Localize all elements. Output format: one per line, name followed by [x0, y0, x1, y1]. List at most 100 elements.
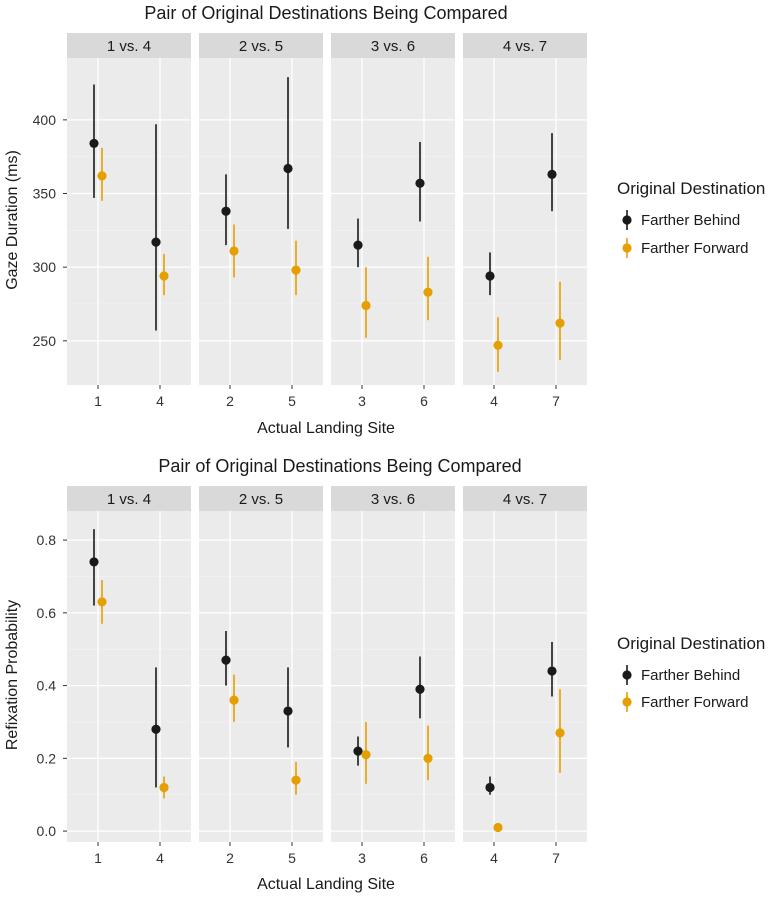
top-point-behind	[547, 169, 557, 179]
top-x-tick-label: 1	[94, 393, 102, 409]
top-panel-background	[199, 58, 323, 385]
top-point-behind	[221, 206, 231, 216]
top-point-forward	[291, 265, 301, 275]
top-point-behind	[151, 237, 161, 247]
top-facet-4: 4 vs. 7 4 7	[463, 33, 587, 409]
bottom-legend-key-point-forward	[622, 697, 632, 707]
bottom-facet-strip-label: 4 vs. 7	[503, 491, 547, 508]
top-x-tick-label: 7	[552, 393, 560, 409]
top-point-behind	[415, 178, 425, 188]
top-facet-strip	[331, 33, 455, 58]
bottom-y-tick-label: 0.4	[37, 678, 57, 694]
top-x-tick-label: 4	[490, 393, 498, 409]
bottom-x-tick-label: 4	[156, 850, 164, 866]
top-point-forward	[229, 246, 239, 256]
top-legend-title: Original Destination	[617, 179, 765, 198]
top-point-forward	[493, 340, 503, 350]
top-point-forward	[361, 300, 371, 311]
bottom-point-behind	[485, 782, 495, 793]
bottom-facet-3: 3 vs. 6 3 6	[331, 486, 455, 866]
top-y-tick-label: 250	[33, 333, 57, 349]
bottom-legend-key-point-behind	[622, 670, 632, 680]
top-x-tick-label: 2	[226, 393, 234, 409]
bottom-x-tick-label: 3	[358, 850, 366, 866]
bottom-x-tick-label: 7	[552, 850, 560, 866]
bottom-point-forward	[423, 753, 433, 763]
bottom-panel-background	[199, 511, 323, 842]
top-facet-strip-label: 2 vs. 5	[239, 38, 283, 55]
top-facet-strip-label: 4 vs. 7	[503, 38, 547, 55]
bottom-facet-strip	[199, 486, 323, 511]
top-point-behind	[283, 163, 293, 174]
bottom-y-tick-label: 0.0	[37, 823, 57, 839]
top-panel-background	[331, 58, 455, 385]
bottom-x-axis-title: Actual Landing Site	[257, 876, 395, 893]
top-facet-3: 3 vs. 6 3 6	[331, 33, 455, 409]
bottom-panel-background	[67, 511, 191, 842]
bottom-chart-title: Pair of Original Destinations Being Comp…	[158, 456, 521, 476]
top-facet-strip	[67, 33, 191, 58]
top-point-forward	[423, 287, 433, 297]
bottom-panel-background	[463, 511, 587, 842]
bottom-x-tick-label: 6	[420, 850, 428, 866]
bottom-y-axis-title: Refixation Probability	[4, 600, 21, 750]
bottom-point-behind	[221, 655, 231, 665]
top-facet-strip	[463, 33, 587, 58]
bottom-facet-strip-label: 3 vs. 6	[371, 491, 415, 508]
bottom-y-tick-label: 0.2	[37, 750, 57, 766]
top-facet-strip	[199, 33, 323, 58]
bottom-x-tick-label: 5	[288, 850, 296, 866]
bottom-facet-2: 2 vs. 5 2 5	[199, 486, 323, 866]
top-point-behind	[353, 240, 363, 250]
bottom-point-behind	[353, 746, 363, 756]
bottom-legend-label-behind: Farther Behind	[641, 667, 740, 684]
bottom-facet-strip-label: 1 vs. 4	[107, 491, 151, 508]
top-legend-key-point-behind	[622, 215, 632, 225]
bottom-point-forward	[555, 728, 565, 738]
top-x-tick-label: 3	[358, 393, 366, 409]
bottom-point-behind	[283, 706, 293, 716]
top-y-tick-label: 400	[33, 112, 57, 128]
bottom-panel-background	[331, 511, 455, 842]
bottom-y-tick-label: 0.8	[37, 532, 57, 548]
top-facet-strip-label: 1 vs. 4	[107, 38, 151, 55]
top-y-tick-label: 350	[33, 186, 57, 202]
bottom-facet-strip-label: 2 vs. 5	[239, 491, 283, 508]
bottom-x-tick-label: 1	[94, 850, 102, 866]
bottom-point-behind	[547, 666, 557, 676]
bottom-point-forward	[97, 597, 107, 607]
bottom-point-behind	[151, 724, 161, 734]
bottom-facet-strip	[67, 486, 191, 511]
bottom-facet-strip	[463, 486, 587, 511]
bottom-legend-title: Original Destination	[617, 634, 765, 653]
top-panel-background	[67, 58, 191, 385]
top-facet-1: 1 vs. 4 1 4	[67, 33, 191, 409]
top-legend-key-point-forward	[622, 243, 632, 253]
bottom-facet-strip	[331, 486, 455, 511]
bottom-point-forward	[229, 695, 239, 705]
bottom-point-forward	[361, 750, 371, 760]
top-point-forward	[97, 171, 107, 181]
top-panel-background	[463, 58, 587, 385]
top-x-tick-label: 6	[420, 393, 428, 409]
bottom-x-tick-label: 2	[226, 850, 234, 866]
bottom-x-tick-label: 4	[490, 850, 498, 866]
bottom-point-forward	[159, 782, 169, 793]
bottom-point-forward	[493, 822, 503, 833]
top-legend-label-forward: Farther Forward	[641, 240, 749, 257]
bottom-point-forward	[291, 775, 301, 785]
top-chart-title: Pair of Original Destinations Being Comp…	[144, 3, 507, 23]
top-x-tick-label: 5	[288, 393, 296, 409]
top-x-tick-label: 4	[156, 393, 164, 409]
top-point-forward	[555, 318, 565, 328]
top-x-axis-title: Actual Landing Site	[257, 420, 395, 437]
top-point-behind	[485, 271, 495, 281]
bottom-facet-1: 1 vs. 4 1 4	[67, 486, 191, 866]
top-point-forward	[159, 271, 169, 281]
top-point-behind	[89, 138, 99, 149]
bottom-facet-4: 4 vs. 7 4 7	[463, 486, 587, 866]
top-legend-label-behind: Farther Behind	[641, 212, 740, 229]
plot-layer: 250 300 350 400 1 vs. 4 1 4 2 vs. 5 2 5 3 vs. 6 3 6 4…	[33, 33, 632, 866]
top-y-axis-title: Gaze Duration (ms)	[4, 150, 21, 290]
